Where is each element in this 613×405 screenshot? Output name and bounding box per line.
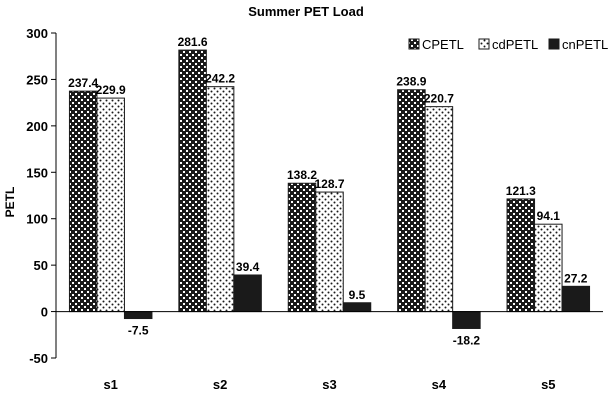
data-label-cnPETL-s2: 39.4: [236, 260, 260, 274]
data-label-cnPETL-s3: 9.5: [349, 288, 366, 302]
data-label-cdPETL-s4: 220.7: [424, 92, 454, 106]
data-label-cdPETL-s1: 229.9: [96, 83, 126, 97]
category-label-s4: s4: [432, 377, 447, 392]
category-labels-group: s1 s2 s3 s4 s5: [103, 377, 555, 392]
y-tick-label: 0: [41, 305, 48, 320]
bar-cnPETL-s5: [561, 285, 591, 313]
bar-cnPETL-s4: [452, 311, 481, 329]
bar-CPETL-s4: [397, 89, 426, 313]
data-label-CPETL-s3: 138.2: [287, 168, 317, 182]
y-tick-label: 150: [26, 165, 48, 180]
data-label-cnPETL-s5: 27.2: [564, 271, 588, 285]
data-label-cdPETL-s3: 128.7: [314, 177, 344, 191]
bar-cdPETL-s1: [96, 97, 125, 313]
legend-label-CPETL: CPETL: [422, 37, 464, 52]
legend: CPETL cdPETL cnPETL: [408, 37, 608, 52]
category-label-s1: s1: [103, 377, 117, 392]
legend-swatch-cdPETL: [478, 38, 490, 50]
category-label-s2: s2: [213, 377, 227, 392]
category-label-s3: s3: [322, 377, 336, 392]
y-tick-label: 250: [26, 72, 48, 87]
bar-cdPETL-s5: [534, 223, 563, 313]
chart-title: Summer PET Load: [248, 4, 364, 19]
y-axis-ticks: -50 0 50 100 150 200 250 300: [26, 26, 56, 366]
y-tick-label: 200: [26, 119, 48, 134]
data-label-cdPETL-s2: 242.2: [205, 72, 235, 86]
data-label-CPETL-s1: 237.4: [68, 76, 98, 90]
bar-CPETL-s2: [178, 49, 207, 313]
legend-label-cnPETL: cnPETL: [562, 37, 608, 52]
data-label-CPETL-s4: 238.9: [396, 75, 426, 89]
legend-label-cdPETL: cdPETL: [492, 37, 538, 52]
bar-cdPETL-s3: [315, 191, 344, 313]
category-label-s5: s5: [541, 377, 555, 392]
bars-group: [68, 49, 591, 329]
y-axis-label: PETL: [3, 187, 17, 218]
data-label-cnPETL-s1: -7.5: [128, 324, 149, 338]
y-tick-label: 50: [34, 258, 48, 273]
bar-cnPETL-s3: [342, 302, 372, 313]
data-label-CPETL-s5: 121.3: [506, 184, 536, 198]
y-tick-label: 100: [26, 212, 48, 227]
legend-swatch-CPETL: [408, 38, 420, 50]
legend-swatch-cnPETL: [548, 38, 560, 50]
bar-CPETL-s1: [68, 90, 98, 313]
y-tick-label: 300: [26, 26, 48, 41]
bar-cnPETL-s2: [233, 274, 262, 313]
data-label-cnPETL-s4: -18.2: [453, 333, 481, 347]
bar-cdPETL-s4: [424, 106, 454, 313]
data-label-CPETL-s2: 281.6: [178, 35, 208, 49]
bar-cdPETL-s2: [205, 86, 235, 313]
bar-CPETL-s5: [506, 198, 536, 313]
data-label-cdPETL-s5: 94.1: [537, 209, 561, 223]
bar-CPETL-s3: [287, 182, 317, 313]
y-tick-label: -50: [29, 351, 48, 366]
bar-cnPETL-s1: [123, 311, 153, 320]
